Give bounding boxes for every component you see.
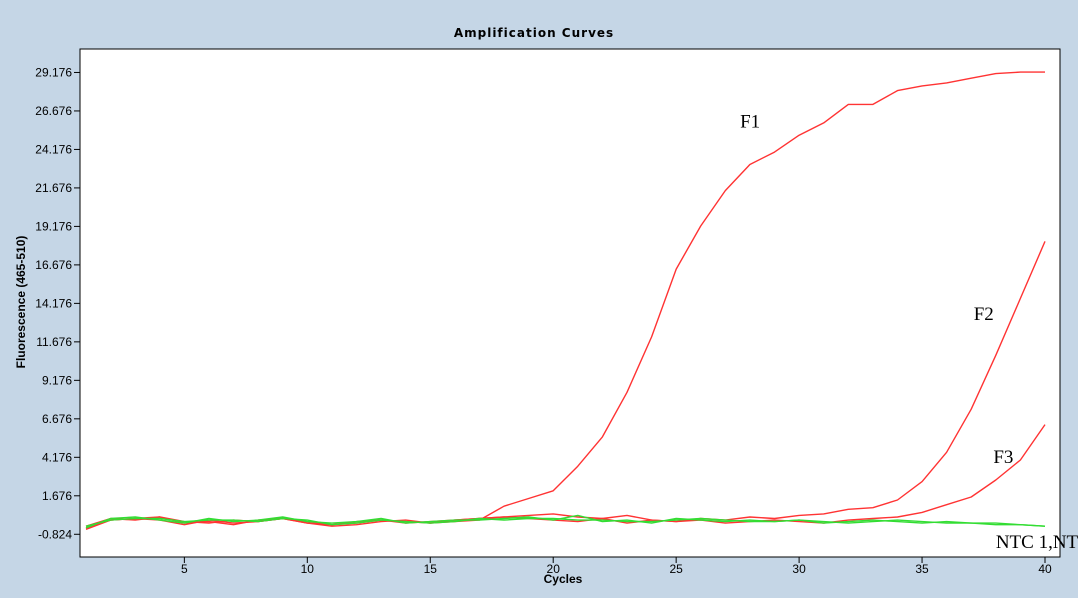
chart-title: Amplification Curves — [454, 26, 614, 40]
series-line-ntc-2 — [85, 517, 1046, 527]
y-tick-label: 21.676 — [35, 181, 72, 195]
y-axis: -0.824 1.676 4.176 6.676 9.176 11.676 14.176 16… — [35, 65, 80, 541]
plot-area — [79, 48, 1061, 558]
annotation-f3: F3 — [993, 447, 1013, 468]
y-tick-label: 24.176 — [35, 142, 72, 156]
y-tick-label: -0.824 — [38, 527, 72, 541]
x-tick-label: 20 — [547, 562, 561, 576]
x-tick-label: 25 — [669, 562, 683, 576]
x-tick-label: 40 — [1038, 562, 1052, 576]
y-tick-label: 4.176 — [42, 450, 72, 464]
annotation-ntc-1-ntc-2: NTC 1,NTC 2 — [996, 532, 1078, 553]
y-tick-label: 29.176 — [35, 65, 72, 79]
x-axis: 5 10 15 20 25 30 35 40 — [181, 557, 1052, 576]
y-tick-label: 1.676 — [42, 489, 72, 503]
annotation-layer: F1 F2 F3 NTC 1,NTC 2 — [740, 112, 1078, 553]
y-tick-label: 14.176 — [35, 296, 72, 310]
y-tick-label: 6.676 — [42, 412, 72, 426]
x-tick-label: 10 — [301, 562, 315, 576]
y-tick-label: 11.676 — [36, 335, 72, 349]
x-tick-label: 15 — [424, 562, 438, 576]
x-tick-label: 30 — [792, 562, 806, 576]
annotation-f1: F1 — [740, 112, 760, 133]
y-axis-label: Fluorescence (465-510) — [14, 236, 28, 369]
y-tick-label: 9.176 — [42, 373, 72, 387]
series-line-f2 — [85, 241, 1046, 529]
series-layer — [85, 71, 1046, 530]
x-tick-label: 35 — [915, 562, 929, 576]
x-tick-label: 5 — [181, 562, 188, 576]
x-axis-label: Cycles — [544, 572, 583, 586]
annotation-f2: F2 — [974, 304, 994, 325]
y-tick-label: 16.676 — [35, 258, 72, 272]
y-tick-label: 19.176 — [35, 219, 72, 233]
y-tick-label: 26.676 — [35, 104, 72, 118]
